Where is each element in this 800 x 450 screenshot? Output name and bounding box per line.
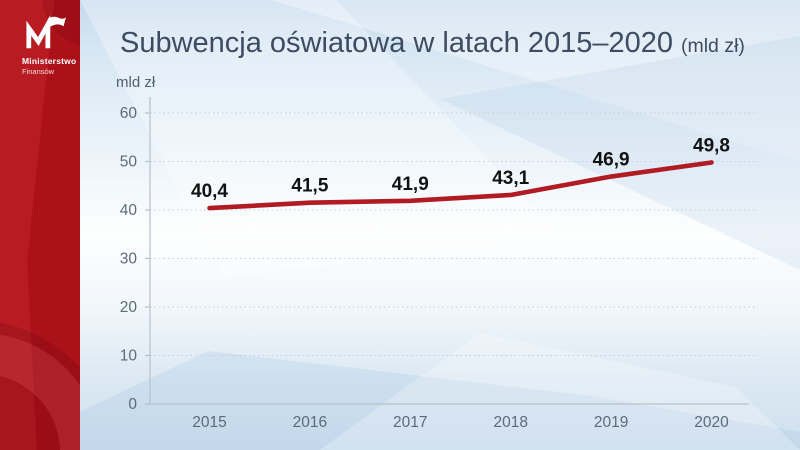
data-point-label: 49,8 [693,135,730,156]
data-point-label: 41,9 [392,174,429,195]
y-axis-tick-label: 50 [120,154,138,171]
x-axis-tick-label: 2018 [493,414,527,431]
x-axis-tick-label: 2016 [293,414,327,431]
y-axis-tick-label: 40 [120,202,138,219]
y-axis-tick-label: 60 [120,105,138,122]
y-axis-tick-label: 10 [120,348,138,365]
y-axis-unit-label: mld zł [116,74,156,91]
y-axis-tick-label: 20 [120,299,138,316]
brand-sidebar: Ministerstwo Finansów [0,0,80,450]
x-axis-tick-label: 2020 [694,414,729,431]
y-axis-tick-label: 30 [120,251,138,268]
page-title-text: Subwencja oświatowa w latach 2015–2020 [120,27,673,59]
data-point-label: 43,1 [492,168,529,189]
y-axis-tick-label: 0 [128,396,137,413]
page-title-unit: (mld zł) [680,35,745,57]
data-line [207,160,714,211]
x-axis-tick-label: 2015 [192,414,226,431]
ministry-name: Ministerstwo [22,56,77,66]
ministry-name-2: Finansów [22,67,55,76]
x-axis-tick-label: 2017 [393,414,427,431]
x-axis-tick-label: 2019 [594,414,628,431]
mf-logo-icon [26,15,66,49]
data-point-label: 41,5 [291,176,328,197]
data-point-label: 40,4 [191,181,228,202]
ministry-logo-block: Ministerstwo Finansów [22,12,76,76]
data-point-label: 46,9 [593,150,630,171]
page-title: Subwencja oświatowa w latach 2015–2020 (m… [120,27,745,60]
